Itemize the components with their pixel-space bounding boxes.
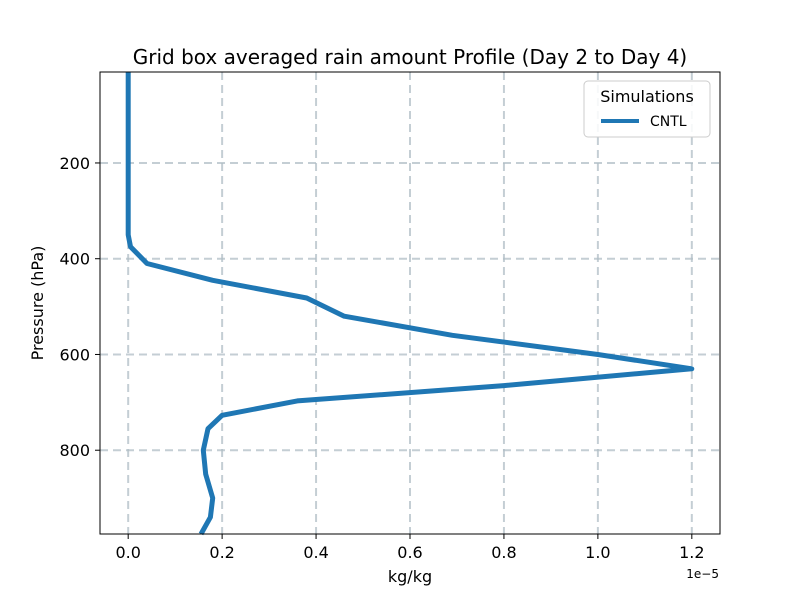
x-axis-offset-label: 1e−5	[686, 567, 719, 581]
x-axis-label: kg/kg	[388, 567, 432, 586]
y-tick-label: 800	[59, 441, 90, 460]
y-axis-label: Pressure (hPa)	[28, 246, 47, 361]
x-tick-label: 0.0	[115, 543, 140, 562]
x-axis: 0.0 0.2 0.4 0.6 0.8 1.0 1.2	[115, 534, 705, 562]
legend: Simulations CNTL	[583, 80, 711, 138]
x-tick-label: 0.8	[491, 543, 516, 562]
x-tick-label: 1.2	[679, 543, 704, 562]
y-tick-label: 600	[59, 345, 90, 364]
x-tick-label: 0.6	[397, 543, 422, 562]
grid	[100, 72, 720, 534]
y-axis: 200 400 600 800	[59, 154, 100, 460]
chart-title: Grid box averaged rain amount Profile (D…	[133, 45, 687, 69]
y-tick-label: 400	[59, 250, 90, 269]
x-tick-label: 0.4	[303, 543, 328, 562]
series-layer	[125, 72, 695, 536]
legend-title: Simulations	[600, 87, 694, 106]
series-line-cntl	[125, 72, 695, 536]
legend-entry-cntl: CNTL	[650, 114, 687, 130]
y-tick-label: 200	[59, 154, 90, 173]
x-tick-label: 0.2	[209, 543, 234, 562]
x-tick-label: 1.0	[585, 543, 610, 562]
